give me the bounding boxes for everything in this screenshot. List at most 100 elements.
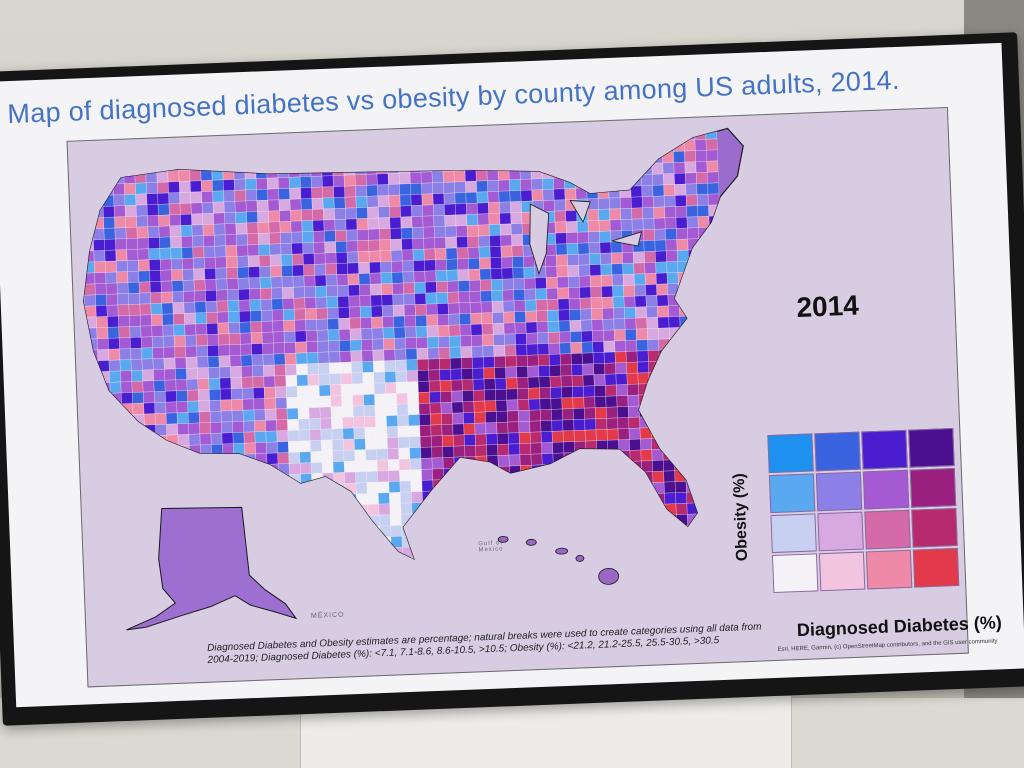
county-cell [719, 501, 732, 514]
county-cell [322, 186, 335, 199]
county-cell [367, 493, 379, 505]
county-cell [419, 138, 432, 151]
county-cell [239, 321, 252, 334]
county-cell [246, 497, 258, 510]
county-cell [447, 280, 459, 293]
county-cell [95, 294, 108, 306]
county-cell [398, 150, 410, 163]
county-cell [280, 254, 293, 266]
county-cell [430, 413, 442, 426]
county-cell [605, 395, 618, 408]
county-cell [614, 329, 626, 342]
county-cell [365, 449, 378, 461]
county-cell [236, 233, 248, 246]
county-cell [285, 386, 298, 398]
county-cell [663, 470, 676, 483]
county-cell [680, 326, 692, 339]
county-cell [507, 135, 520, 148]
county-cell [709, 237, 722, 250]
county-cell [225, 256, 238, 268]
county-cell [282, 287, 294, 299]
county-cell [499, 509, 512, 522]
county-cell [140, 314, 152, 327]
county-cell [234, 189, 247, 202]
county-cell [146, 193, 159, 205]
county-cell [658, 349, 671, 362]
county-cell [267, 485, 280, 498]
county-cell [389, 503, 402, 515]
county-cell [105, 282, 118, 295]
county-cell [673, 151, 685, 163]
county-cell [611, 274, 624, 287]
county-cell [417, 380, 430, 393]
county-cell [596, 153, 608, 166]
county-cell [318, 384, 331, 397]
county-cell [381, 283, 393, 295]
county-cell [111, 150, 124, 163]
county-cell [78, 207, 82, 219]
county-cell [629, 152, 641, 165]
county-cell [331, 428, 344, 440]
county-cell [545, 265, 558, 278]
county-cell [364, 416, 376, 428]
county-cell [554, 199, 566, 212]
county-cell [267, 474, 280, 487]
county-cell [113, 205, 126, 218]
county-cell [243, 134, 255, 147]
county-cell [332, 175, 345, 187]
county-cell [211, 454, 224, 467]
county-cell [318, 373, 331, 386]
county-cell [676, 525, 689, 537]
county-cell [412, 238, 425, 250]
county-cell [265, 144, 278, 157]
county-cell [291, 231, 303, 244]
county-cell [190, 466, 202, 479]
county-cell [366, 482, 379, 494]
county-cell [137, 534, 150, 547]
county-cell [127, 282, 140, 294]
county-cell [414, 293, 427, 305]
county-cell [97, 338, 109, 350]
county-cell [78, 174, 81, 186]
county-cell [489, 235, 502, 247]
county-cell [172, 302, 185, 315]
county-cell [244, 156, 256, 169]
county-cell [332, 461, 345, 473]
county-cell [298, 418, 310, 431]
county-cell [570, 342, 583, 354]
county-cell [376, 162, 389, 175]
county-cell [662, 151, 674, 164]
county-cell [688, 260, 701, 273]
county-cell [548, 353, 561, 366]
county-cell [284, 353, 297, 365]
county-cell [622, 252, 634, 264]
county-cell [168, 192, 181, 205]
county-cell [78, 438, 91, 450]
county-cell [633, 537, 645, 550]
county-cell [525, 310, 537, 323]
county-cell [701, 315, 714, 327]
county-cell [336, 549, 348, 561]
county-cell [509, 190, 522, 202]
county-cell [699, 271, 712, 283]
county-cell [267, 188, 280, 201]
county-cell [125, 513, 138, 525]
county-cell [463, 423, 476, 435]
county-cell [269, 540, 282, 553]
county-cell [621, 527, 634, 539]
county-cell [114, 216, 127, 229]
county-cell [352, 394, 365, 407]
county-cell [485, 422, 498, 435]
county-cell [172, 291, 184, 304]
county-cell [357, 526, 370, 539]
county-cell [310, 153, 322, 166]
legend-cell [912, 547, 960, 588]
county-cell [496, 421, 509, 434]
county-cell [589, 253, 601, 265]
county-cell [228, 333, 241, 345]
slide-screen: Map of diagnosed diabetes vs obesity by … [0, 42, 1024, 708]
county-cell [138, 567, 151, 572]
county-cell [379, 228, 391, 241]
county-cell [261, 320, 274, 333]
county-cell [398, 447, 411, 460]
